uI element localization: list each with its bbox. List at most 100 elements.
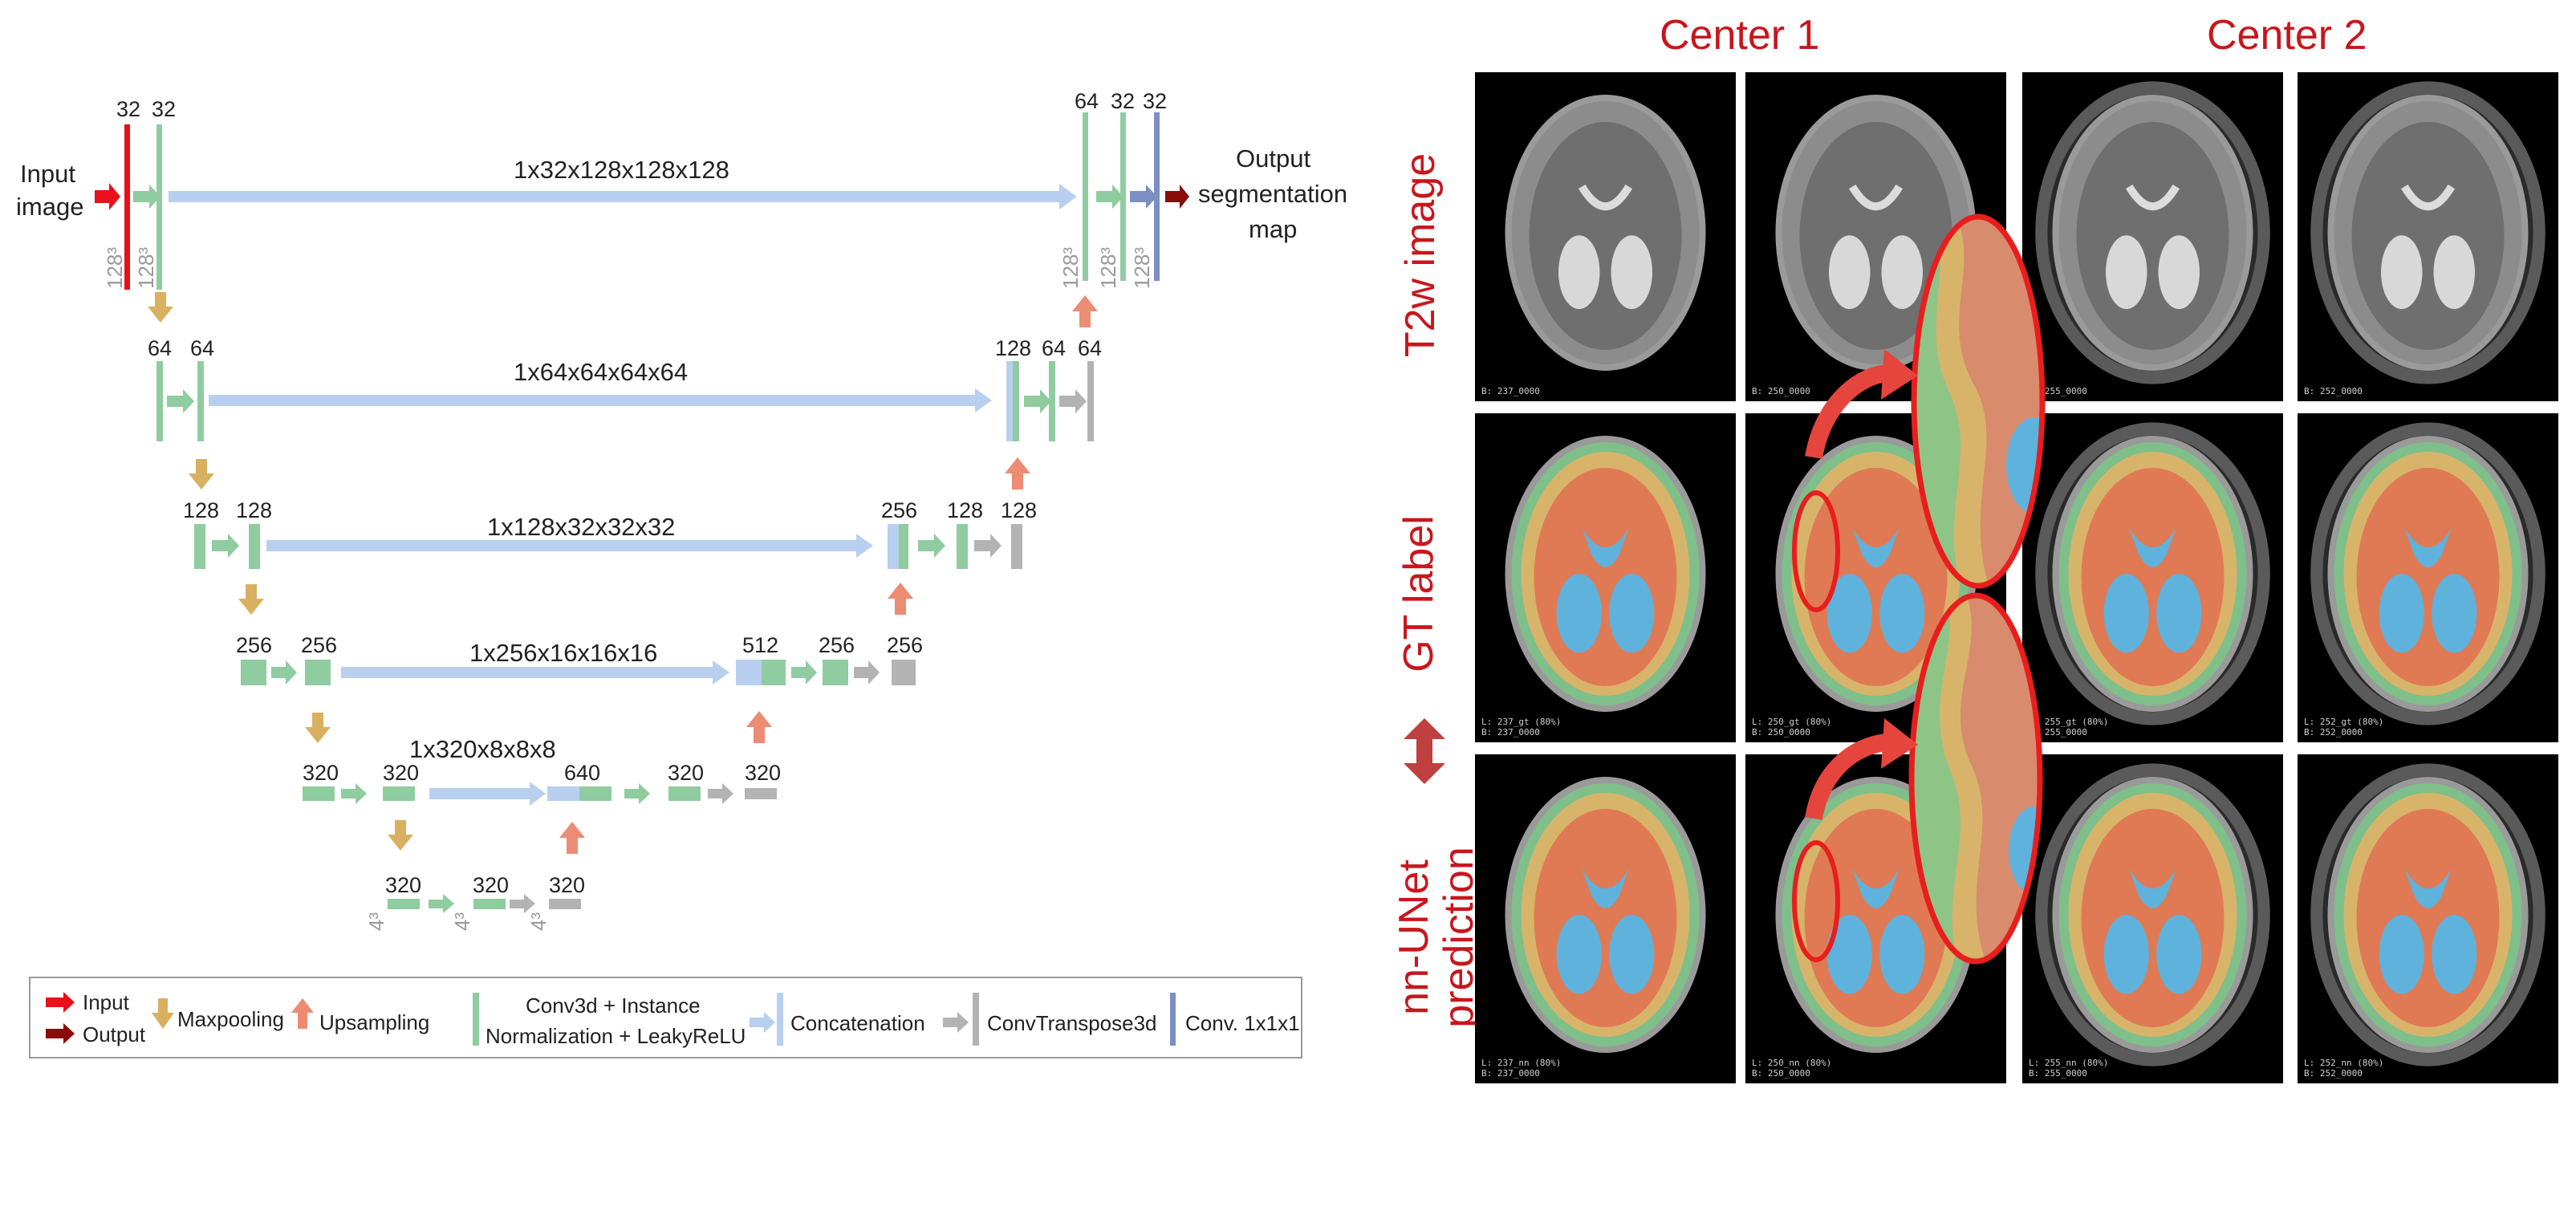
slice-caption-line: B: 252_0000 bbox=[2304, 386, 2363, 396]
maxpool-arrow bbox=[388, 820, 413, 851]
output-label: Output bbox=[1236, 144, 1310, 173]
legend-concat-arrow bbox=[750, 1012, 775, 1033]
conv1x1-arrow bbox=[1130, 185, 1157, 209]
conv-bar bbox=[1120, 112, 1126, 281]
concat-bar-up bbox=[762, 660, 786, 685]
level-3: 128 128 1x128x32x32x32 256 128 128 bbox=[183, 498, 1037, 569]
convtranspose-arrow bbox=[708, 783, 733, 804]
size-label: 128³ bbox=[103, 247, 127, 289]
mri-tile-r2-c1: L: 237_gt (80%) B: 237_0000 bbox=[1475, 413, 1736, 742]
mri-tile-r3-c3: L: 255_nn (80%) B: 255_0000 bbox=[2022, 754, 2283, 1083]
conv-arrow bbox=[212, 534, 239, 558]
mri-tile-r3-c4: L: 252_nn (80%) B: 252_0000 bbox=[2298, 754, 2558, 1083]
slice-caption-line: L: 237_nn (80%) bbox=[1481, 1058, 1562, 1068]
legend-convt-arrow bbox=[943, 1012, 969, 1033]
slice-caption: L: 250_nn (80%) B: 250_0000 bbox=[1752, 1058, 1831, 1079]
concat-bar bbox=[1083, 112, 1088, 281]
concat-bar-up bbox=[1013, 361, 1019, 441]
convtranspose-bar bbox=[549, 899, 581, 909]
mri-tile-r2-c3: L: 255_gt (80%) B: 255_0000 bbox=[2022, 413, 2283, 742]
brain-scan bbox=[2035, 422, 2270, 725]
slice-caption-line: B: 237_0000 bbox=[1481, 727, 1540, 737]
legend-upsampling-label: Upsampling bbox=[319, 1010, 429, 1034]
channel-label: 64 bbox=[1042, 336, 1066, 360]
skip-shape-label: 1x128x32x32x32 bbox=[487, 513, 675, 541]
conv-arrow bbox=[429, 894, 454, 913]
brain-scan bbox=[2035, 81, 2270, 384]
legend-input-label: Input bbox=[83, 990, 130, 1014]
size-label: 128³ bbox=[134, 247, 158, 289]
concat-bar-skip bbox=[1006, 361, 1013, 441]
zoom-region-gt bbox=[1792, 490, 1840, 612]
upsample-arrow bbox=[746, 711, 772, 743]
channel-label: 320 bbox=[385, 873, 421, 897]
slice-caption-line: L: 255_nn (80%) bbox=[2029, 1058, 2109, 1068]
size-label: 4³ bbox=[526, 912, 551, 931]
level-1: 32 32 128³ 128³ 1x32x128x128x128 64 32 3… bbox=[16, 89, 1347, 290]
legend-maxpool-label: Maxpooling bbox=[177, 1007, 284, 1031]
zoom-inset-gt bbox=[1911, 213, 2046, 589]
mri-tile-r2-c4: L: 252_gt (80%) B: 252_0000 bbox=[2298, 413, 2558, 742]
slice-caption: L: 255_gt (80%) B: 255_0000 bbox=[2029, 717, 2108, 737]
row-label-gt: GT label bbox=[1396, 515, 1442, 672]
slice-caption: B: 237_0000 bbox=[1481, 386, 1540, 396]
concat-bar-up bbox=[579, 786, 611, 801]
input-label: image bbox=[16, 193, 83, 221]
slice-caption: B: 252_0000 bbox=[2304, 386, 2363, 396]
channel-label: 256 bbox=[301, 633, 337, 657]
convtranspose-bar bbox=[745, 788, 777, 799]
zoom-arrow-prediction bbox=[1805, 733, 1887, 821]
legend-conv-label: Normalization + LeakyReLU bbox=[486, 1024, 746, 1048]
level-6-bottleneck: 320 320 320 4³ 4³ 4³ bbox=[364, 873, 585, 931]
skip-shape-label: 1x320x8x8x8 bbox=[409, 735, 556, 763]
channel-label: 320 bbox=[549, 873, 585, 897]
channel-label: 256 bbox=[887, 633, 923, 657]
mri-tile-r1-c1: B: 237_0000 bbox=[1475, 72, 1736, 401]
mri-tile-r1-c4: B: 252_0000 bbox=[2298, 72, 2558, 401]
convtranspose-bar bbox=[892, 660, 916, 685]
conv-arrow bbox=[133, 185, 160, 209]
output-label: segmentation bbox=[1198, 180, 1347, 208]
concat-bar-skip bbox=[736, 660, 762, 685]
channel-label: 128 bbox=[236, 498, 272, 522]
brain-scan bbox=[2310, 422, 2546, 725]
slice-caption: L: 252_gt (80%) B: 252_0000 bbox=[2304, 717, 2383, 737]
row-label-t2w: T2w image bbox=[1397, 152, 1444, 358]
slice-caption-line: B: 255_0000 bbox=[2029, 1068, 2087, 1079]
channel-label: 64 bbox=[1078, 336, 1102, 360]
legend: Input Output Maxpooling Upsampling Conv3… bbox=[29, 977, 1302, 1058]
legend-input-arrow bbox=[46, 992, 75, 1013]
channel-label: 320 bbox=[745, 761, 781, 785]
legend-box bbox=[29, 977, 1302, 1058]
skip-connection-arrow bbox=[169, 184, 1077, 209]
conv-arrow bbox=[918, 534, 945, 558]
conv-bar bbox=[957, 524, 968, 569]
brain-scan bbox=[2310, 763, 2546, 1067]
conv-bar bbox=[197, 361, 204, 441]
legend-conv1-bar bbox=[1170, 993, 1176, 1046]
skip-connection-arrow bbox=[429, 782, 546, 806]
channel-label: 128 bbox=[995, 336, 1031, 360]
maxpool-arrow bbox=[148, 292, 173, 323]
slice-caption-line: B: 252_0000 bbox=[2304, 727, 2363, 737]
channel-label: 32 bbox=[116, 97, 140, 121]
conv-bar bbox=[156, 361, 163, 441]
conv-bar bbox=[241, 660, 266, 685]
input-layer-bar bbox=[124, 124, 130, 290]
legend-maxpool-arrow bbox=[152, 998, 174, 1029]
size-label: 4³ bbox=[364, 912, 388, 931]
slice-caption-line: B: 252_0000 bbox=[2304, 1068, 2363, 1079]
zoom-arrow-gt bbox=[1805, 364, 1887, 460]
channel-label: 64 bbox=[190, 336, 214, 360]
convtranspose-arrow bbox=[974, 534, 1002, 558]
brain-scan bbox=[2310, 81, 2546, 384]
slice-caption-line: B: 255_0000 bbox=[2029, 727, 2087, 737]
size-label: 128³ bbox=[1096, 247, 1120, 289]
conv-arrow bbox=[341, 783, 367, 804]
brain-scan bbox=[1505, 95, 1706, 371]
level-5: 320 320 1x320x8x8x8 640 320 320 bbox=[303, 735, 781, 806]
skip-shape-label: 1x256x16x16x16 bbox=[469, 639, 657, 667]
slice-caption: L: 250_gt (80%) B: 250_0000 bbox=[1752, 717, 1831, 737]
channel-label: 32 bbox=[152, 97, 176, 121]
output-label: map bbox=[1249, 215, 1297, 243]
